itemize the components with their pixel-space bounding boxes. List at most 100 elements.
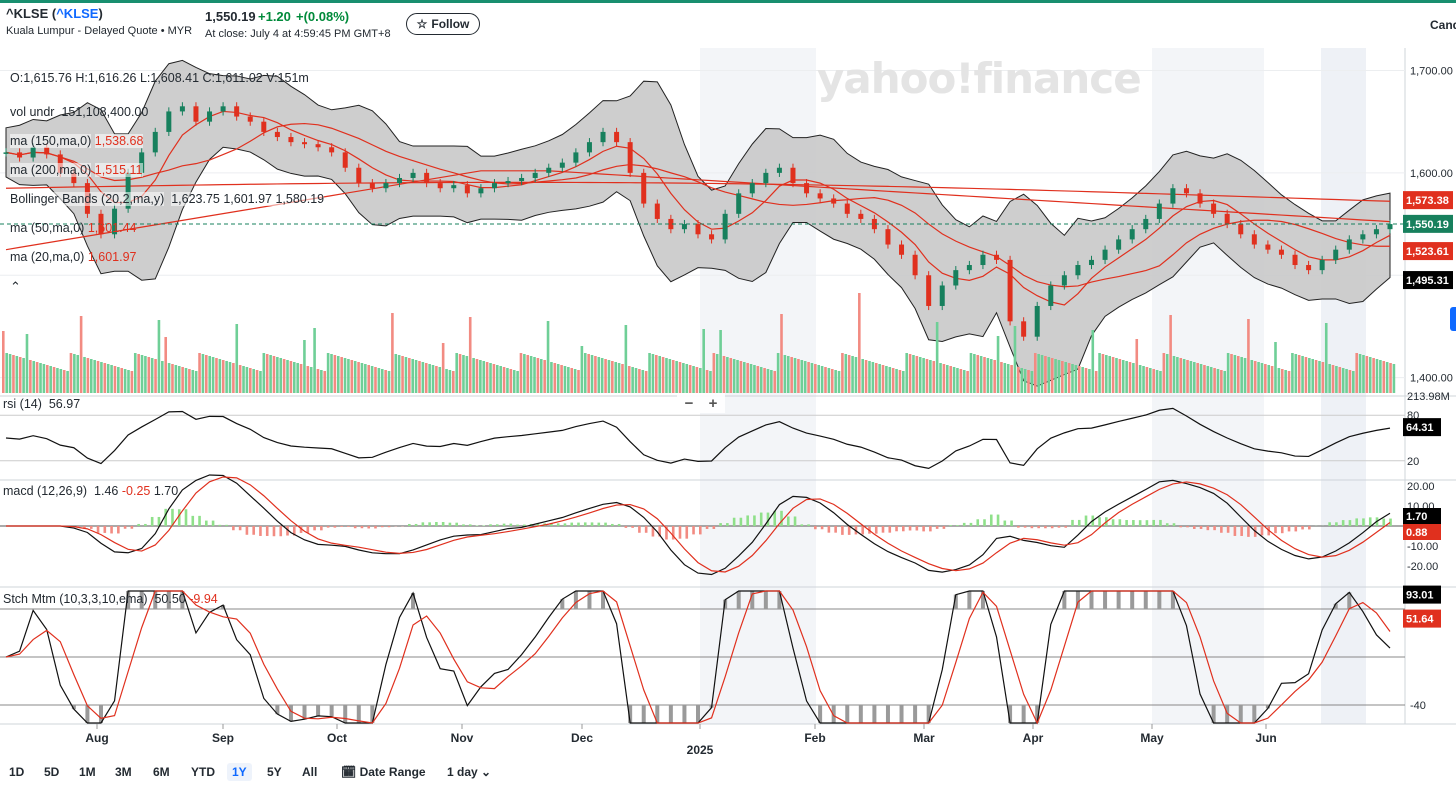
legend-ma50[interactable]: ma (50,ma,0) 1,601.44 <box>10 221 137 235</box>
stoch-k-bg <box>1403 585 1441 604</box>
volume-bar <box>1030 371 1034 393</box>
range-3m[interactable]: 3M <box>115 765 132 779</box>
volume-bar <box>1335 366 1338 393</box>
volume-bar <box>726 357 729 393</box>
volume-bar <box>891 368 895 393</box>
volume-bar <box>15 356 19 393</box>
interval-selector[interactable]: 1 day ⌄ <box>442 763 496 781</box>
volume-bar <box>699 368 702 393</box>
volume-bar <box>550 362 553 393</box>
macd-hist-bar <box>942 526 946 529</box>
stoch-d-bg <box>1403 609 1441 628</box>
candle-body <box>600 131 606 143</box>
volume-bar <box>1054 359 1057 393</box>
volume-bar <box>1389 363 1392 393</box>
range-toolbar: 1D 5D 1M 3M 6M YTD 1Y 5Y All 🗓 Date Rang… <box>0 757 1456 785</box>
volume-bar <box>232 363 235 393</box>
macd-hist-bar <box>705 526 709 529</box>
candle-body <box>1116 239 1122 250</box>
volume-bar <box>1071 364 1074 393</box>
volume-bar <box>1094 371 1098 393</box>
volume-bar <box>658 356 661 393</box>
volume-bar <box>113 366 117 393</box>
zoom-out-button[interactable]: − <box>684 394 694 412</box>
legend-ma20[interactable]: ma (20,ma,0) 1,601.97 <box>10 250 137 264</box>
volume-bar <box>120 368 124 393</box>
volume-bar <box>401 356 404 393</box>
candle-body <box>1292 254 1298 266</box>
volume-bar <box>12 355 15 393</box>
range-1d[interactable]: 1D <box>9 765 25 779</box>
volume-bar <box>336 356 340 393</box>
candle-body <box>953 270 959 286</box>
range-1y[interactable]: 1Y <box>227 763 252 781</box>
volume-bar <box>100 362 103 393</box>
volume-bar <box>499 366 502 393</box>
date-range-button[interactable]: 🗓 Date Range <box>336 763 431 781</box>
volume-bar <box>316 369 320 393</box>
volume-bar <box>1267 365 1271 393</box>
zoom-in-button[interactable]: + <box>708 394 718 412</box>
volume-bar <box>516 371 519 393</box>
legend-stoch[interactable]: Stch Mtm (10,3,3,10,ema) 50.50 -9.94 <box>3 592 218 606</box>
legend-volume[interactable]: vol undr 151,108,400.00 <box>10 105 148 119</box>
legend-ma20-name: ma (20,ma,0) <box>10 250 85 264</box>
chart-type-selector[interactable]: Cand <box>1430 18 1456 32</box>
candle-body <box>1360 234 1366 240</box>
volume-bar <box>83 357 86 393</box>
candle-body <box>614 131 620 143</box>
candle-body <box>207 111 213 122</box>
range-all[interactable]: All <box>302 765 318 779</box>
volume-bar <box>1385 362 1389 393</box>
volume-bar <box>908 354 912 393</box>
macd-hist-bar <box>1382 518 1386 526</box>
volume-bar <box>276 357 279 393</box>
macd-hist-bar <box>1335 522 1338 526</box>
symbol-link[interactable]: ^KLSE <box>56 6 99 21</box>
follow-button[interactable]: ☆ Follow <box>406 13 480 35</box>
volume-bar <box>567 367 570 393</box>
volume-bar <box>597 357 601 393</box>
macd-hist-bar <box>563 523 567 526</box>
stock-chart[interactable]: 1,400.001,500.001,600.001,700.001,573.38… <box>0 48 1456 757</box>
macd-hist-bar <box>1084 515 1088 526</box>
month-label-Nov: Nov <box>451 731 474 745</box>
collapse-legend-icon[interactable]: ⌃ <box>10 279 21 294</box>
volume-bar <box>1152 369 1155 393</box>
macd-hist-bar <box>448 522 452 526</box>
candle-body <box>1061 275 1067 286</box>
legend-ma200[interactable]: ma (200,ma,0) 1,515.11 <box>10 163 143 177</box>
volume-bar <box>320 370 323 393</box>
candle-body <box>3 152 9 154</box>
macd-hist-bar <box>516 524 519 526</box>
macd-hist-bar <box>996 514 1000 526</box>
side-panel-tab[interactable] <box>1450 307 1456 331</box>
volume-bar <box>763 368 766 393</box>
volume-bar <box>871 362 875 393</box>
range-5d[interactable]: 5D <box>44 765 60 779</box>
macd-hist-bar <box>1017 526 1020 528</box>
legend-rsi[interactable]: rsi (14) 56.97 <box>3 397 80 411</box>
range-6m[interactable]: 6M <box>153 765 170 779</box>
volume-bar <box>353 361 357 393</box>
legend-macd[interactable]: macd (12,26,9) 1.46 -0.25 1.70 <box>3 484 178 498</box>
legend-ma150[interactable]: ma (150,ma,0) 1,538.68 <box>10 134 144 148</box>
legend-bollinger[interactable]: Bollinger Bands (20,2,ma,y) 1,623.75 1,6… <box>10 192 325 206</box>
macd-hist-bar <box>1301 526 1304 530</box>
price-label-bg-ma50 <box>1403 242 1453 261</box>
volume-bar <box>370 366 374 393</box>
volume-bar <box>1105 355 1108 393</box>
range-ytd[interactable]: YTD <box>191 765 215 779</box>
rsi-line <box>5 407 1391 470</box>
volume-bar <box>1098 353 1101 393</box>
candle-body <box>1265 244 1271 250</box>
range-1m[interactable]: 1M <box>79 765 96 779</box>
macd-hist-bar <box>1260 526 1264 536</box>
range-5y[interactable]: 5Y <box>267 765 282 779</box>
volume-bar <box>445 369 448 393</box>
volume-bar <box>1044 356 1047 393</box>
volume-bar <box>265 354 269 393</box>
macd-hist-bar <box>692 526 695 535</box>
legend-ma150-value: 1,538.68 <box>94 134 144 148</box>
volume-bar <box>952 367 956 393</box>
